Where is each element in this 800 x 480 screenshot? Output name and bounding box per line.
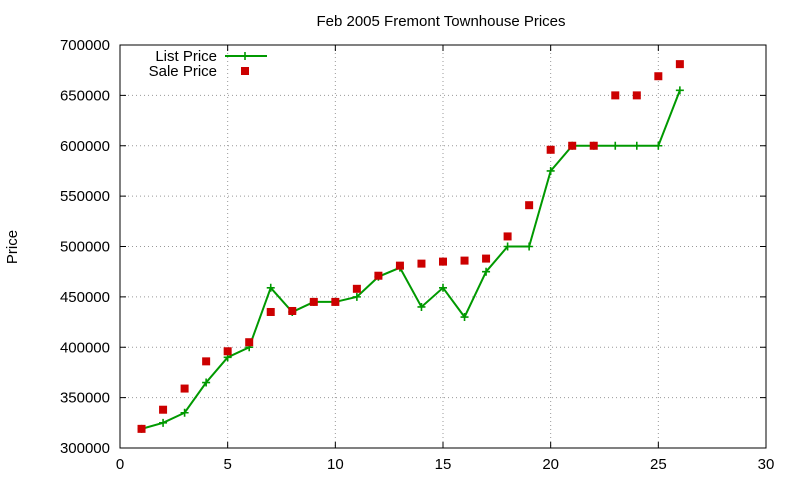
- x-tick-label: 10: [327, 456, 344, 473]
- sale-price-point: [266, 307, 275, 316]
- sale-price-point: [482, 254, 491, 263]
- sale-price-point: [589, 141, 598, 150]
- sale-price-point: [288, 306, 297, 315]
- chart-title: Feb 2005 Fremont Townhouse Prices: [316, 13, 565, 30]
- y-tick-label: 300000: [60, 440, 110, 457]
- sale-price-point: [417, 259, 426, 268]
- list-price-point: [202, 378, 211, 387]
- y-tick-label: 700000: [60, 37, 110, 54]
- sale-price-point: [460, 256, 469, 265]
- y-tick-label: 550000: [60, 188, 110, 205]
- sale-price-point: [439, 257, 447, 266]
- sale-price-point: [525, 201, 534, 210]
- y-axis-label: Price: [4, 230, 21, 264]
- x-tick-label: 15: [435, 456, 452, 473]
- y-tick-label: 400000: [60, 339, 110, 356]
- sale-price-point: [568, 141, 577, 150]
- sale-price-point: [180, 384, 189, 393]
- sale-price-point: [159, 405, 168, 414]
- list-price-point: [503, 242, 512, 251]
- legend-marker-sale-price: [241, 67, 249, 75]
- sale-price-point: [137, 424, 146, 433]
- list-price-point: [352, 292, 361, 301]
- grid: [120, 45, 766, 448]
- list-price-point: [632, 141, 641, 150]
- list-price-line: [141, 89, 681, 430]
- legend-marker-list-price: [241, 52, 249, 60]
- axis-ticks: 0 5 10 15 20 25 30 300000 350000 400000 450000 5000…: [60, 37, 774, 473]
- sale-price-point: [675, 60, 684, 69]
- y-tick-label: 350000: [60, 390, 110, 407]
- list-price-point: [482, 267, 491, 276]
- list-price-point: [611, 141, 620, 150]
- x-tick-label: 0: [116, 456, 124, 473]
- list-price-point: [675, 86, 684, 95]
- y-tick-label: 500000: [60, 239, 110, 256]
- sale-price-point: [395, 261, 404, 270]
- list-price-point: [654, 141, 663, 150]
- legend: List Price Sale Price: [149, 48, 267, 80]
- x-tick-label: 20: [542, 456, 559, 473]
- list-price-point: [546, 166, 555, 175]
- sale-price-point: [309, 297, 318, 306]
- x-tick-label: 30: [758, 456, 775, 473]
- sale-price-point: [632, 91, 641, 100]
- list-price-point: [417, 302, 426, 311]
- list-price-point: [460, 313, 469, 322]
- sale-price-point: [546, 145, 555, 154]
- y-tick-label: 650000: [60, 87, 110, 104]
- legend-label-sale-price: Sale Price: [149, 63, 217, 80]
- sale-price-point: [654, 72, 663, 81]
- list-price-point: [439, 283, 447, 292]
- y-tick-label: 600000: [60, 138, 110, 155]
- sale-price-point: [374, 271, 383, 280]
- list-price-point: [525, 242, 534, 251]
- y-tick-label: 450000: [60, 289, 110, 306]
- x-tick-label: 5: [223, 456, 231, 473]
- sale-price-point: [202, 357, 211, 366]
- sale-price-point: [223, 347, 232, 356]
- list-price-point: [266, 283, 275, 292]
- list-price-point: [159, 418, 168, 427]
- series: [137, 60, 684, 433]
- x-tick-label: 25: [650, 456, 667, 473]
- sale-price-point: [245, 338, 254, 347]
- sale-price-point: [352, 284, 361, 293]
- list-price-point: [180, 408, 189, 417]
- sale-price-point: [611, 91, 620, 100]
- sale-price-point: [331, 297, 340, 306]
- sale-price-point: [503, 232, 512, 241]
- legend-label-list-price: List Price: [155, 48, 217, 65]
